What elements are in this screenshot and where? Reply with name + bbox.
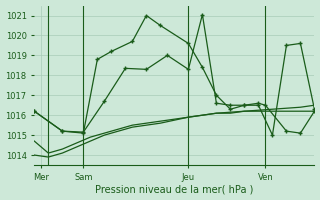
X-axis label: Pression niveau de la mer( hPa ): Pression niveau de la mer( hPa )	[95, 184, 253, 194]
